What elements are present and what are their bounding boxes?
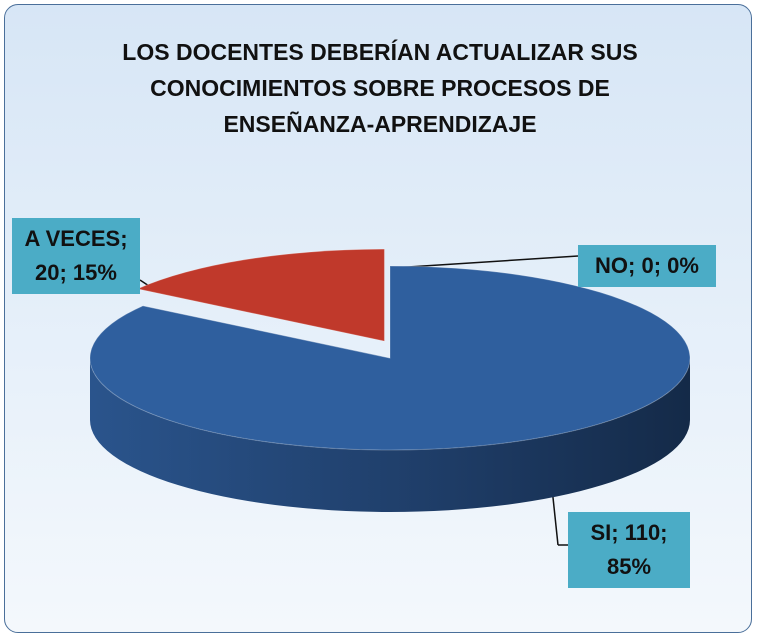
- slice-side: [90, 358, 690, 512]
- data-label: SI; 110; 85%: [568, 512, 690, 588]
- leader-line: [391, 255, 579, 269]
- chart-title: LOS DOCENTES DEBERÍAN ACTUALIZAR SUS CON…: [122, 39, 638, 137]
- slice: [89, 265, 691, 451]
- slice: [135, 248, 385, 342]
- data-label: A VECES; 20; 15%: [12, 218, 140, 294]
- slice: [143, 305, 391, 359]
- data-label: NO; 0; 0%: [578, 245, 716, 287]
